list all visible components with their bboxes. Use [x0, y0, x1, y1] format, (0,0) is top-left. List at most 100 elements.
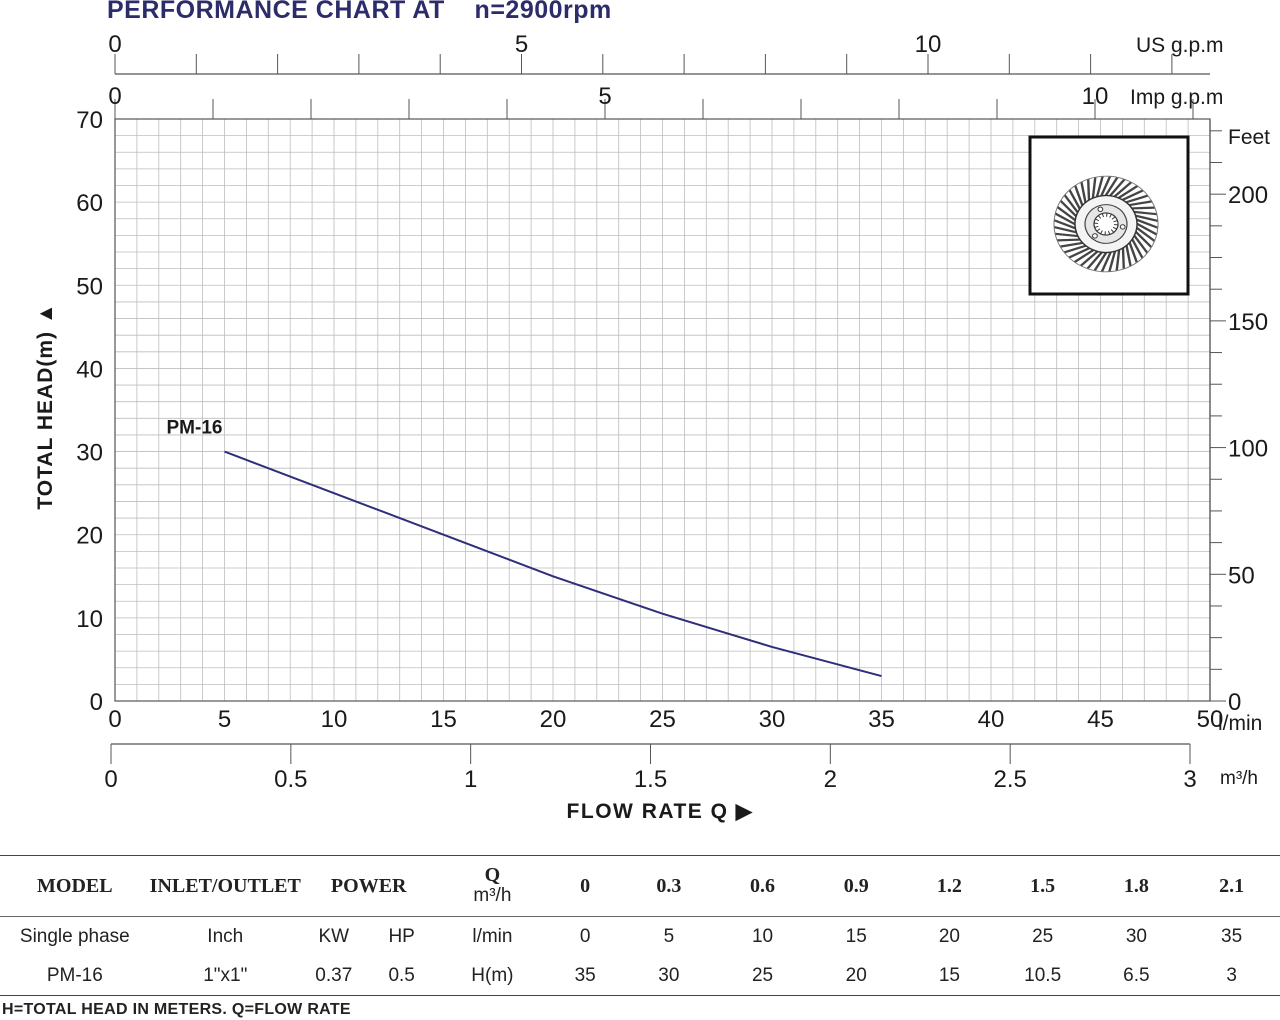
impeller-vane [1108, 249, 1117, 273]
impeller-vane [1054, 232, 1080, 238]
x-tick-label: 25 [649, 706, 676, 733]
feet-tick-label: 100 [1228, 436, 1268, 463]
impeller-vane [1100, 250, 1113, 273]
x-tick-label: 45 [1087, 706, 1114, 733]
impeller-vane [1132, 234, 1149, 254]
q-value: 0.6 [750, 874, 776, 897]
imp-gpm-unit-label: Imp g.p.m [1130, 86, 1223, 109]
y-tick-label: 10 [76, 606, 103, 633]
x-tick-label: 10 [321, 706, 348, 733]
feet-tick-label: 150 [1228, 309, 1268, 336]
q-unit: m³/h [473, 885, 512, 906]
impeller-vane [1135, 218, 1159, 229]
x-tick-label: 50 [1197, 706, 1224, 733]
us-gpm-unit-label: US g.p.m [1136, 34, 1224, 57]
m3h-tick-label: 3 [1183, 766, 1196, 793]
flow-value: 0 [579, 925, 591, 947]
q-value: 0 [580, 874, 591, 897]
impeller-spline [1107, 230, 1111, 235]
impeller-spline [1111, 216, 1116, 220]
q-value: 0.3 [656, 874, 682, 897]
x-tick-label: 5 [218, 706, 231, 733]
power-header: POWER [330, 874, 407, 897]
size-cell: 1"x1" [203, 964, 248, 986]
x-axes: 0 5 10 15 20 25 30 35 40 45 50l/min 0 0.5 1 1.5 2 2.5 3 m³… [104, 706, 1262, 793]
impeller-vane [1054, 212, 1077, 226]
impeller-vane [1128, 241, 1138, 263]
imp-gpm-tick-label: 10 [1082, 83, 1109, 110]
impeller-vane [1135, 222, 1158, 236]
head-value: 20 [845, 964, 867, 986]
table-row: PM-16 1"x1" 0.37 0.5 H(m) 35 30 25 20 15… [0, 956, 1280, 996]
impeller-vane [1099, 175, 1112, 198]
impeller-spline [1104, 231, 1106, 236]
series-label: PM-16 [167, 418, 223, 439]
impeller-vane [1073, 248, 1096, 263]
m3h-tick-label: 0 [104, 766, 117, 793]
impeller-spline [1093, 222, 1099, 224]
curve-layer: PM-16 [167, 418, 882, 678]
impeller-spline [1095, 218, 1100, 222]
q-value: 1.5 [1030, 874, 1056, 897]
impeller-vane [1091, 177, 1097, 200]
impeller-spline [1113, 224, 1119, 226]
imp-gpm-tick-label: 0 [108, 83, 121, 110]
feet-tick-label: 50 [1228, 562, 1255, 589]
impeller-spline [1097, 215, 1102, 219]
impeller-vane [1134, 230, 1153, 248]
spec-table: MODEL INLET/OUTLET POWER Q m³/h 0 0.3 0.… [0, 855, 1280, 996]
table-row: Single phase Inch KW HP l/min 0 5 10 15 … [0, 917, 1280, 957]
y-tick-label: 0 [90, 689, 103, 716]
flow-value: 15 [845, 925, 867, 947]
impeller-vane [1063, 194, 1080, 214]
impeller-vane [1120, 189, 1144, 202]
impeller-vane [1068, 246, 1092, 259]
inlet-outlet-header: INLET/OUTLET [149, 874, 301, 897]
y-tick-label: 40 [76, 356, 103, 383]
impeller-rim [1053, 175, 1159, 273]
y-tick-label: 30 [76, 440, 103, 467]
impeller-vane [1056, 206, 1077, 222]
us-gpm-tick-label: 0 [108, 31, 121, 58]
impeller-vane [1080, 181, 1087, 204]
x-tick-label: 0 [108, 706, 121, 733]
model-cell: PM-16 [46, 964, 103, 986]
head-unit-cell: H(m) [471, 964, 514, 986]
impeller-hole [1097, 206, 1104, 212]
head-value: 30 [658, 964, 680, 986]
y-tick-label: 60 [76, 190, 103, 217]
impeller-vane [1095, 175, 1104, 199]
top-axes: 0 5 10 US g.p.m 0 5 10 Imp g.p.m [108, 31, 1224, 119]
feet-unit-label: Feet [1228, 126, 1270, 149]
q-value: 2.1 [1219, 874, 1245, 897]
impeller-vane [1125, 244, 1132, 267]
m3h-tick-label: 1.5 [634, 766, 667, 793]
head-value: 3 [1226, 964, 1237, 986]
impeller-vane [1115, 248, 1121, 271]
lmin-unit-label: l/min [1218, 712, 1262, 735]
q-value: 1.2 [936, 874, 962, 897]
impeller-vane [1124, 194, 1149, 204]
footer-note: H=TOTAL HEAD IN METERS. Q=FLOW RATE [2, 1001, 351, 1018]
impeller-vane [1074, 185, 1084, 207]
feet-tick-label: 0 [1228, 689, 1241, 716]
impeller-vane [1068, 189, 1082, 211]
impeller-vane [1059, 241, 1085, 248]
head-value: 6.5 [1123, 964, 1150, 986]
impeller-vane [1130, 206, 1155, 210]
impeller-vane [1108, 178, 1126, 198]
hp-value: 0.5 [388, 964, 415, 986]
impeller-spline [1113, 220, 1118, 223]
x-tick-label: 40 [978, 706, 1005, 733]
us-gpm-tick-label: 10 [915, 31, 942, 58]
kw-cell: KW [318, 925, 350, 947]
m3h-tick-label: 1 [464, 766, 477, 793]
y-axis-title: TOTAL HEAD(m) ▲ [34, 302, 57, 509]
y-tick-label: 50 [76, 273, 103, 300]
impeller-spline [1106, 212, 1108, 217]
x-tick-label: 20 [540, 706, 567, 733]
head-value: 35 [574, 964, 596, 986]
y-tick-label: 70 [76, 107, 103, 134]
impeller-vane [1093, 251, 1108, 272]
x-tick-label: 30 [759, 706, 786, 733]
